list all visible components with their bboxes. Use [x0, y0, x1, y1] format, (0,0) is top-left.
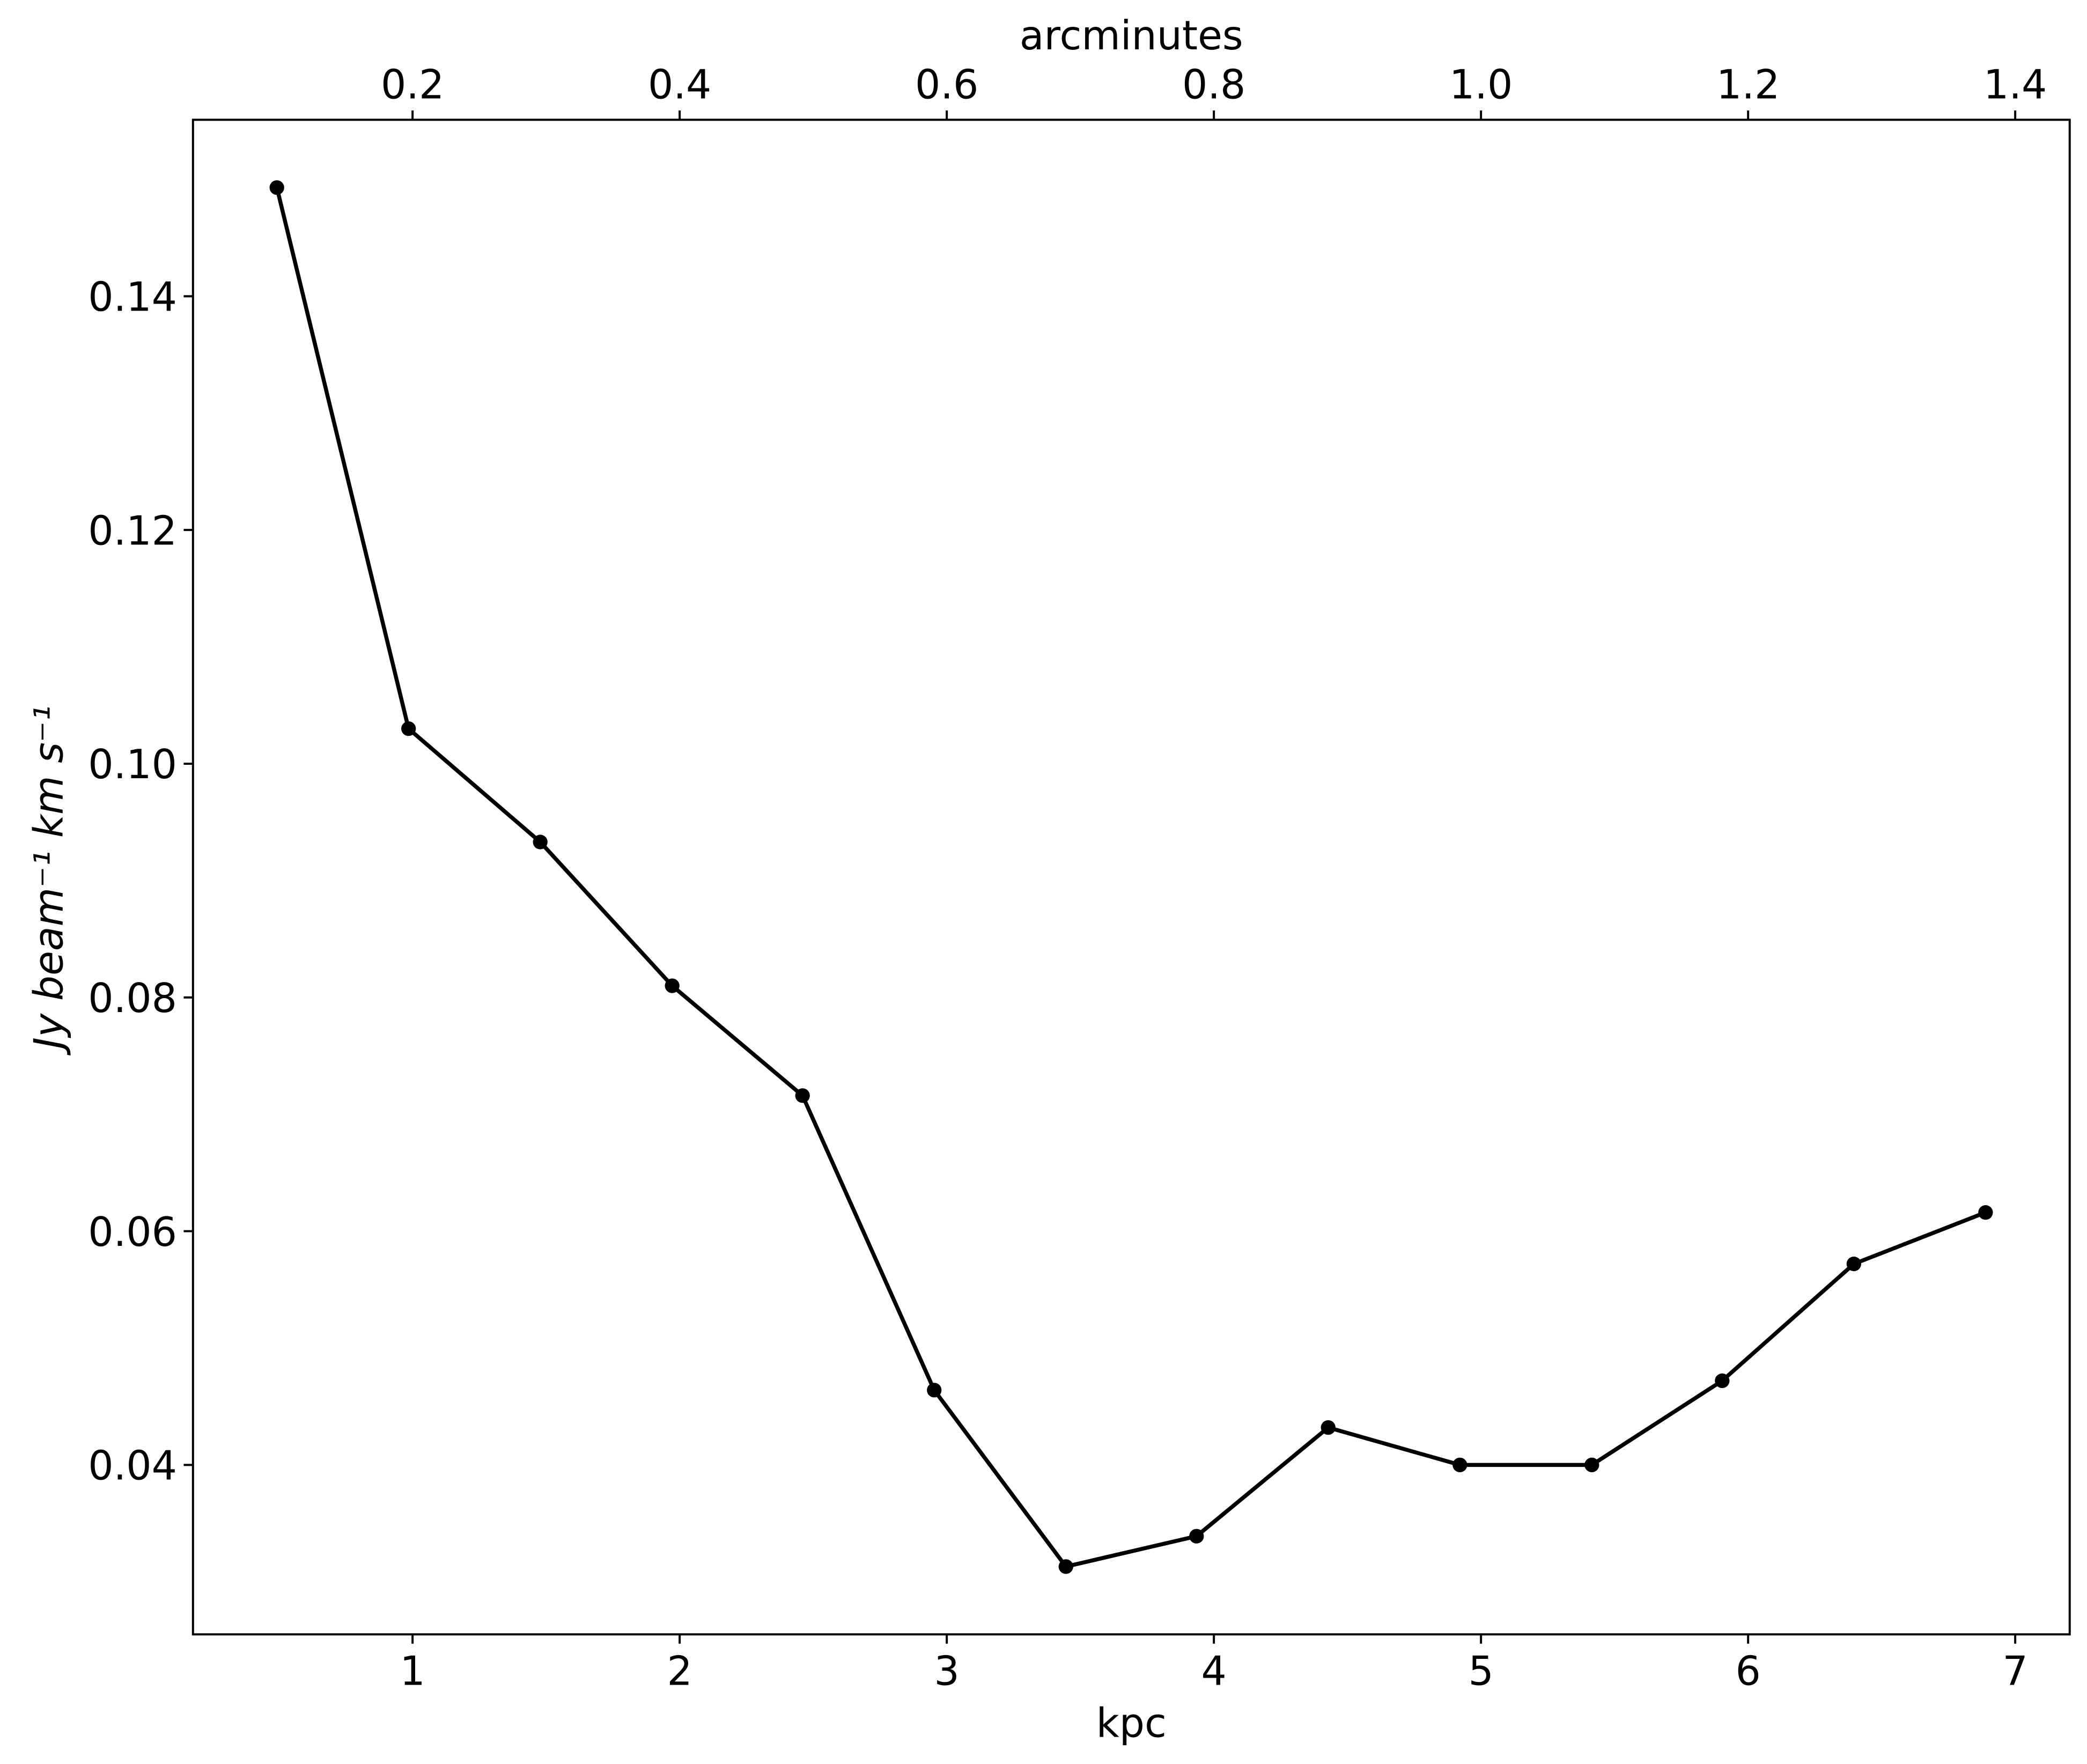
- x-tick-label: 3: [934, 1648, 959, 1695]
- data-point: [1978, 1205, 1993, 1220]
- data-point: [401, 721, 416, 736]
- data-point: [1321, 1420, 1336, 1435]
- y-tick-label: 0.14: [88, 274, 177, 321]
- x-tick-label: 6: [1735, 1648, 1760, 1695]
- x2-tick-label: 1.0: [1449, 62, 1513, 108]
- data-point: [1189, 1529, 1204, 1544]
- data-point: [665, 978, 680, 993]
- data-point: [1715, 1373, 1730, 1389]
- y-tick-label: 0.12: [88, 507, 177, 554]
- x-tick-label: 4: [1201, 1648, 1226, 1695]
- data-point: [1452, 1457, 1467, 1472]
- x-tick-label: 2: [667, 1648, 692, 1695]
- x2-tick-label: 1.4: [1983, 62, 2047, 108]
- data-point: [1058, 1559, 1073, 1574]
- data-point: [1584, 1457, 1599, 1472]
- data-point: [269, 180, 284, 195]
- x-axis-label: kpc: [1096, 1700, 1167, 1746]
- x-tick-label: 5: [1468, 1648, 1493, 1695]
- x-tick-label: 1: [400, 1648, 425, 1695]
- x2-tick-label: 1.2: [1716, 62, 1780, 108]
- x2-tick-label: 0.2: [381, 62, 444, 108]
- data-point: [927, 1383, 942, 1398]
- y-axis-label: Jy beam⁻¹ km s⁻¹: [26, 705, 72, 1056]
- y-tick-label: 0.04: [88, 1443, 177, 1489]
- x2-tick-label: 0.8: [1182, 62, 1245, 108]
- y-tick-label: 0.10: [88, 741, 177, 788]
- x2-tick-label: 0.4: [648, 62, 711, 108]
- y-tick-label: 0.08: [88, 975, 177, 1022]
- x2-axis-label: arcminutes: [1020, 12, 1243, 59]
- x-tick-label: 7: [2002, 1648, 2027, 1695]
- data-point: [795, 1088, 810, 1103]
- plot-frame: [191, 119, 2071, 1636]
- data-point: [1846, 1256, 1862, 1272]
- data-line: [275, 187, 1987, 1569]
- x2-tick-label: 0.6: [915, 62, 978, 108]
- y-tick-label: 0.06: [88, 1209, 177, 1256]
- data-point: [533, 835, 548, 850]
